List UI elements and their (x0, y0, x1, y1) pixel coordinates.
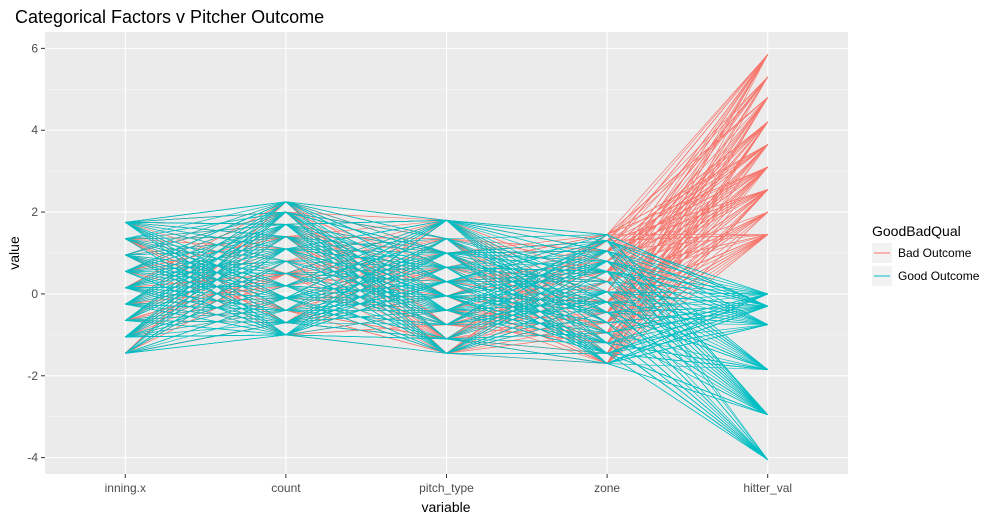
y-axis-title: value (6, 236, 22, 270)
y-tick-label: 6 (31, 41, 38, 55)
legend-label-good: Good Outcome (898, 269, 980, 283)
x-tick-label: pitch_type (419, 481, 474, 495)
legend-label-bad: Bad Outcome (898, 246, 972, 260)
good-outcome-line (125, 250, 768, 460)
x-tick-label: zone (594, 481, 620, 495)
y-tick-label: 0 (31, 287, 38, 301)
y-tick-label: -2 (27, 369, 38, 383)
good-outcome-line (125, 219, 768, 416)
chart-title: Categorical Factors v Pitcher Outcome (15, 7, 324, 27)
good-outcome-line (125, 211, 768, 370)
legend-title: GoodBadQual (872, 223, 961, 239)
good-outcome-line (125, 201, 768, 415)
good-outcome-line (125, 248, 768, 460)
good-outcome-line (125, 285, 768, 311)
x-axis-title: variable (421, 499, 470, 515)
good-outcome-line (125, 238, 768, 370)
x-tick-label: hitter_val (743, 481, 792, 495)
y-axis-ticks: -4 -2 0 2 4 6 (27, 41, 45, 465)
y-tick-label: 2 (31, 205, 38, 219)
x-tick-label: count (271, 481, 301, 495)
series-good-outcome-lines (125, 201, 768, 460)
y-tick-label: 4 (31, 123, 38, 137)
legend: GoodBadQual Bad Outcome Good Outcome (872, 223, 980, 286)
y-tick-label: -4 (27, 451, 38, 465)
x-tick-label: inning.x (105, 481, 146, 495)
x-axis-ticks: inning.x count pitch_type zone hitter_val (105, 474, 792, 495)
